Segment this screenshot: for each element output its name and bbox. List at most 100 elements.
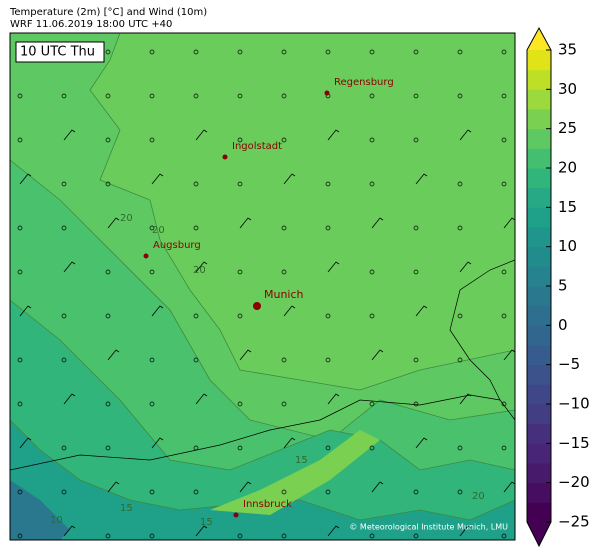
colorbar-box xyxy=(527,109,551,130)
colorbar-box xyxy=(527,384,551,405)
calm-marker xyxy=(369,445,375,451)
calm-marker xyxy=(17,401,23,407)
wind-barb xyxy=(151,305,164,317)
calm-marker xyxy=(61,313,67,319)
calm-marker xyxy=(193,489,199,495)
wind-barb xyxy=(63,393,76,405)
wind-barb xyxy=(503,349,515,361)
colorbar-box xyxy=(527,246,551,267)
wind-barb xyxy=(107,217,120,229)
calm-marker xyxy=(105,533,111,539)
wind-barb xyxy=(239,481,252,493)
wind-barb xyxy=(415,437,428,449)
calm-marker xyxy=(457,225,463,231)
calm-marker xyxy=(457,313,463,319)
calm-marker xyxy=(457,93,463,99)
calm-marker xyxy=(413,137,419,143)
calm-marker xyxy=(457,489,463,495)
wind-barb xyxy=(63,261,76,273)
calm-marker xyxy=(501,93,507,99)
calm-marker xyxy=(237,445,243,451)
calm-marker xyxy=(281,533,287,539)
city-dot xyxy=(253,302,261,310)
calm-marker xyxy=(369,93,375,99)
calm-marker xyxy=(193,49,199,55)
calm-marker xyxy=(457,181,463,187)
colorbar-box xyxy=(527,305,551,326)
colorbar-box xyxy=(527,148,551,169)
wind-barb xyxy=(459,129,472,141)
contour-label: 15 xyxy=(200,517,213,528)
colorbar-tick-label: 0 xyxy=(558,316,568,334)
calm-marker xyxy=(17,269,23,275)
calm-marker xyxy=(501,401,507,407)
calm-marker xyxy=(325,489,331,495)
city-label: Augsburg xyxy=(153,240,201,251)
city-dot xyxy=(233,512,239,518)
wind-barb xyxy=(283,305,296,317)
colorbar-box xyxy=(527,207,551,228)
colorbar-box xyxy=(527,463,551,484)
calm-marker xyxy=(325,313,331,319)
colorbar-tick-label: −25 xyxy=(558,513,590,531)
calm-marker xyxy=(237,49,243,55)
calm-marker xyxy=(237,533,243,539)
calm-marker xyxy=(105,269,111,275)
colorbar-box xyxy=(527,443,551,464)
wind-barb xyxy=(327,261,340,273)
time-label: 10 UTC Thu xyxy=(20,45,95,60)
title: Temperature (2m) [°C] and Wind (10m) xyxy=(9,7,207,18)
border xyxy=(449,259,515,401)
colorbar-box xyxy=(527,502,551,523)
calm-marker xyxy=(369,49,375,55)
calm-marker xyxy=(61,181,67,187)
calm-marker xyxy=(193,93,199,99)
wind-barb xyxy=(239,217,252,229)
colorbar-box xyxy=(527,266,551,287)
contour-label: 20 xyxy=(472,491,485,502)
wind-barb xyxy=(327,525,340,537)
colorbar-under xyxy=(527,522,551,546)
colorbar-tick-label: −15 xyxy=(558,434,590,452)
calm-marker xyxy=(193,445,199,451)
wind-barb xyxy=(459,525,472,537)
wind-barb xyxy=(195,261,208,273)
wind-barb xyxy=(327,129,340,141)
colorbar-box xyxy=(527,187,551,208)
calm-marker xyxy=(105,137,111,143)
calm-marker xyxy=(105,313,111,319)
calm-marker xyxy=(413,225,419,231)
calm-marker xyxy=(281,225,287,231)
calm-marker xyxy=(149,401,155,407)
calm-marker xyxy=(325,49,331,55)
wind-barb xyxy=(19,437,32,449)
calm-marker xyxy=(105,93,111,99)
colorbar-box xyxy=(527,482,551,503)
wind-barb xyxy=(503,481,515,493)
calm-marker xyxy=(325,181,331,187)
colorbar-box xyxy=(527,286,551,307)
colorbar-tick-label: 35 xyxy=(558,41,577,59)
colorbar-box xyxy=(527,423,551,444)
colorbar-tick-label: −10 xyxy=(558,395,590,413)
wind-barb xyxy=(151,173,164,185)
wind-barb xyxy=(19,305,32,317)
calm-marker xyxy=(105,401,111,407)
calm-marker xyxy=(149,49,155,55)
calm-marker xyxy=(61,445,67,451)
contour-label: 15 xyxy=(120,503,133,514)
wind-barb xyxy=(195,393,208,405)
colorbar-over xyxy=(527,28,551,50)
city-label: Munich xyxy=(264,288,304,301)
calm-marker xyxy=(105,445,111,451)
colorbar-box xyxy=(527,345,551,366)
calm-marker xyxy=(237,137,243,143)
colorbar-box xyxy=(527,227,551,248)
wind-barb xyxy=(415,305,428,317)
calm-marker xyxy=(281,489,287,495)
city-label: Ingolstadt xyxy=(232,141,282,152)
wind-barb xyxy=(371,217,384,229)
subtitle: WRF 11.06.2019 18:00 UTC +40 xyxy=(10,19,172,30)
wind-barb xyxy=(107,349,120,361)
colorbar-box xyxy=(527,128,551,149)
